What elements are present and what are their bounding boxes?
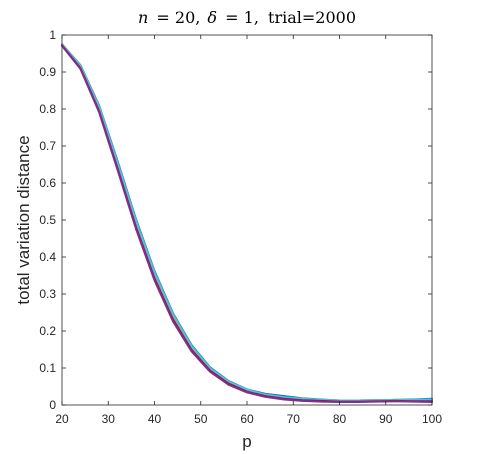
y-tick-label: 0.8 <box>39 102 56 116</box>
y-tick-label: 0.2 <box>39 324 56 338</box>
y-tick-label: 0.9 <box>39 65 56 79</box>
title-delta-value: = 1, <box>225 8 259 27</box>
title-n-symbol: n <box>138 8 148 27</box>
x-tick-label: 80 <box>333 412 347 426</box>
series-line-5 <box>61 43 433 402</box>
plot-area <box>62 35 432 405</box>
x-tick-label: 30 <box>102 412 116 426</box>
x-tick-label: 100 <box>422 412 442 426</box>
y-axis-label: total variation distance <box>14 135 33 304</box>
title-n-value: = 20, <box>156 8 200 27</box>
y-tick-label: 0.3 <box>39 287 56 301</box>
y-tick-label: 0.4 <box>39 250 56 264</box>
x-tick-label: 20 <box>55 412 69 426</box>
chart-title: n = 20, δ = 1, trial=2000 <box>138 8 356 27</box>
series-layer <box>61 43 433 404</box>
y-tick-label: 0.7 <box>39 139 56 153</box>
series-line-7 <box>61 44 433 404</box>
y-tick-label: 0.6 <box>39 176 56 190</box>
title-trial-text: trial=2000 <box>268 8 356 27</box>
title-delta-symbol: δ <box>207 8 217 27</box>
y-tick-label: 0.5 <box>39 213 56 227</box>
x-tick-label: 50 <box>194 412 208 426</box>
axes-box <box>61 34 433 406</box>
y-tick-label: 0.1 <box>39 361 56 375</box>
y-tick-label: 0 <box>49 398 56 412</box>
x-axis-label: p <box>242 432 251 451</box>
x-tick-label: 90 <box>379 412 393 426</box>
x-tick-label: 40 <box>148 412 162 426</box>
x-tick-label: 70 <box>287 412 301 426</box>
x-tick-label: 60 <box>240 412 254 426</box>
y-tick-label: 1 <box>49 28 56 42</box>
tick-layer: 20 30 40 50 60 70 80 90 100 0 0.1 0.2 0.3 0.4 0.5 0.6 0.… <box>39 28 442 426</box>
